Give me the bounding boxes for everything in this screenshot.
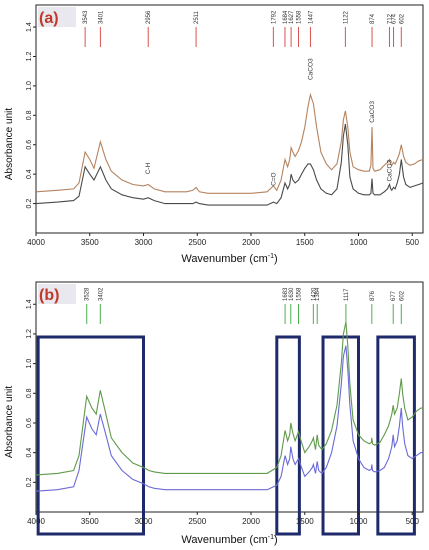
peak-marker-label: 712 xyxy=(387,13,393,24)
y-tick-label: 0.2 xyxy=(26,477,33,487)
plot-frame xyxy=(35,4,424,234)
y-tick-label: 1.0 xyxy=(26,359,33,369)
peak-marker-label: 1558 xyxy=(297,10,303,24)
x-tick-label: 2500 xyxy=(188,238,206,247)
annotation-label: C=O xyxy=(270,172,277,186)
series-line-1 xyxy=(35,92,424,194)
peak-marker-label: 1684 xyxy=(283,10,289,24)
peak-marker-label: 1683 xyxy=(283,287,289,301)
x-tick-label: 1000 xyxy=(350,238,368,247)
annotation-label: CaCO3 xyxy=(369,101,376,123)
y-tick-label: 1.0 xyxy=(26,81,33,91)
y-axis-label: Absorbance unit xyxy=(4,386,15,458)
annotation-label: CaCO3 xyxy=(386,159,393,181)
x-tick-label: 3500 xyxy=(81,238,99,247)
peak-marker-label: 1627 xyxy=(289,10,295,24)
x-tick-label: 500 xyxy=(406,238,420,247)
series-line-2 xyxy=(35,345,423,492)
panel-label: (b) xyxy=(39,287,59,304)
y-tick-label: 1.2 xyxy=(26,52,33,62)
x-tick-label: 4000 xyxy=(27,517,45,526)
y-tick-label: 0.4 xyxy=(26,448,33,458)
peak-marker-label: 1630 xyxy=(289,287,295,301)
x-tick-label: 500 xyxy=(406,517,420,526)
peak-marker-label: 602 xyxy=(399,13,405,24)
y-tick-label: 0.8 xyxy=(26,110,33,120)
x-tick-label: 2500 xyxy=(188,517,206,526)
y-axis-label: Absorbance unit xyxy=(4,108,15,180)
peak-marker-label: 1558 xyxy=(297,287,303,301)
panel-label-badge xyxy=(38,284,76,304)
y-tick-label: 1.2 xyxy=(26,329,33,339)
peak-marker-label: 1420 xyxy=(311,287,317,301)
x-tick-label: 2000 xyxy=(242,238,260,247)
peak-marker-label: 677 xyxy=(391,290,397,301)
peak-marker-label: 2956 xyxy=(146,10,152,24)
panel-label-badge xyxy=(38,7,76,27)
x-tick-label: 3500 xyxy=(81,517,99,526)
x-tick-label: 3000 xyxy=(135,517,153,526)
y-tick-label: 0.4 xyxy=(26,169,33,179)
y-tick-label: 0.6 xyxy=(26,140,33,150)
peak-marker-label: 874 xyxy=(370,13,376,24)
x-tick-label: 4000 xyxy=(27,238,45,247)
annotation-label: C-H xyxy=(145,162,152,174)
x-tick-label: 3000 xyxy=(135,238,153,247)
series-line-2 xyxy=(35,124,424,206)
x-tick-label: 1500 xyxy=(296,238,314,247)
x-axis-label: Wavenumber (cm-1) xyxy=(181,253,277,265)
highlight-box xyxy=(376,335,416,536)
x-tick-label: 1000 xyxy=(350,517,368,526)
peak-marker-label: 3401 xyxy=(98,10,104,24)
peak-marker-label: 1384 xyxy=(315,287,321,301)
peak-marker-label: 602 xyxy=(399,290,405,301)
series-line-1 xyxy=(35,321,423,476)
y-tick-label: 1.4 xyxy=(26,299,33,309)
peak-marker-label: 1122 xyxy=(343,10,349,24)
peak-marker-label: 1792 xyxy=(271,10,277,24)
peak-marker-label: 3402 xyxy=(98,287,104,301)
peak-marker-label: 3528 xyxy=(85,287,91,301)
x-tick-label: 1500 xyxy=(296,517,314,526)
peak-marker-label: 674 xyxy=(392,13,398,24)
peak-marker-label: 2511 xyxy=(194,10,200,24)
panel-label: (a) xyxy=(39,10,59,27)
peak-marker-label: 1447 xyxy=(308,10,314,24)
peak-marker-label: 1117 xyxy=(344,288,350,301)
x-tick-label: 2000 xyxy=(242,517,260,526)
y-tick-label: 0.6 xyxy=(26,418,33,428)
x-axis-label: Wavenumber (cm-1) xyxy=(181,534,277,546)
plot-frame xyxy=(35,281,424,513)
panel-a: 3543 3401 2956 2511 1792 1684 1627 1558 1447 1122… xyxy=(4,4,424,265)
highlight-box xyxy=(36,335,145,536)
y-tick-label: 0.8 xyxy=(26,388,33,398)
peak-marker-label: 876 xyxy=(370,290,376,301)
y-tick-label: 0.2 xyxy=(26,199,33,209)
y-tick-label: 1.4 xyxy=(26,22,33,32)
peak-marker-label: 3543 xyxy=(83,10,89,24)
annotation-label: CaCO3 xyxy=(307,58,314,80)
